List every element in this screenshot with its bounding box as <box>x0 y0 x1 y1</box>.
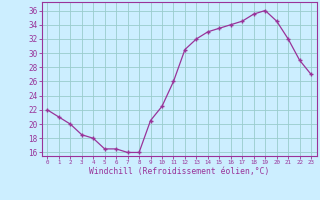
X-axis label: Windchill (Refroidissement éolien,°C): Windchill (Refroidissement éolien,°C) <box>89 167 269 176</box>
